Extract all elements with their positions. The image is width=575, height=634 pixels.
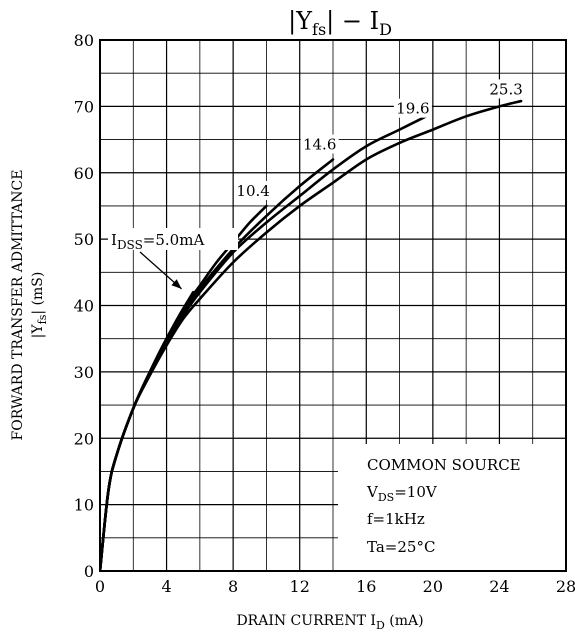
x-tick-labels: 0 4 8 12 16 20 24 28 <box>95 577 575 596</box>
curve-label-bg <box>234 180 273 200</box>
y-tick-label: 20 <box>74 429 94 448</box>
curve-label: 25.3 <box>489 80 522 98</box>
x-tick-label: 8 <box>228 577 238 596</box>
x-tick-label: 4 <box>161 577 171 596</box>
y-tick-label: 40 <box>74 297 94 316</box>
idss-arrowhead <box>171 279 182 289</box>
condition-common-source: COMMON SOURCE <box>367 456 521 474</box>
curve-idss-10-4 <box>100 204 268 571</box>
y-tick-label: 10 <box>74 496 94 515</box>
idss-label: IDSS=5.0mA <box>111 231 204 252</box>
condition-vds: VDS=10V <box>366 483 438 504</box>
x-tick-label: 28 <box>556 577 575 596</box>
curve-labels: 25.3 19.6 14.6 10.4 <box>234 79 526 200</box>
y-tick-label: 0 <box>84 562 94 581</box>
x-tick-label: 16 <box>356 577 376 596</box>
y-tick-label: 60 <box>74 164 94 183</box>
y-tick-labels: 0 10 20 30 40 50 60 70 80 <box>74 31 94 581</box>
x-tick-label: 20 <box>423 577 443 596</box>
y-axis-label-line1: FORWARD TRANSFER ADMITTANCE <box>10 170 26 441</box>
x-tick-label: 12 <box>290 577 310 596</box>
curve-idss-14-6 <box>100 158 335 571</box>
y-axis-label-line2: |Yfs| (mS) <box>30 272 49 339</box>
idss-label-bg <box>108 228 238 250</box>
plot-frame <box>99 39 567 572</box>
curve-idss-25-3 <box>100 99 523 571</box>
y-tick-label: 50 <box>74 230 94 249</box>
curve-label: 14.6 <box>303 136 336 154</box>
x-tick-label: 24 <box>489 577 509 596</box>
curve-label-bg <box>487 79 526 99</box>
x-axis-label: DRAIN CURRENT ID (mA) <box>236 613 423 632</box>
curve-label: 19.6 <box>396 100 429 118</box>
curve-label-bg <box>393 98 432 118</box>
conditions-panel <box>338 444 566 571</box>
chart-title: |Yfs| − ID <box>288 7 392 39</box>
curve-idss-5-0 <box>100 290 195 571</box>
x-tick-label: 0 <box>95 577 105 596</box>
curve-label: 10.4 <box>236 182 269 200</box>
curves <box>100 99 523 571</box>
y-tick-label: 80 <box>74 31 94 50</box>
curve-label-bg <box>300 134 339 154</box>
condition-temperature: Ta=25°C <box>367 538 435 556</box>
y-tick-label: 30 <box>74 363 94 382</box>
y-tick-label: 70 <box>74 97 94 116</box>
condition-frequency: f=1kHz <box>367 510 425 528</box>
